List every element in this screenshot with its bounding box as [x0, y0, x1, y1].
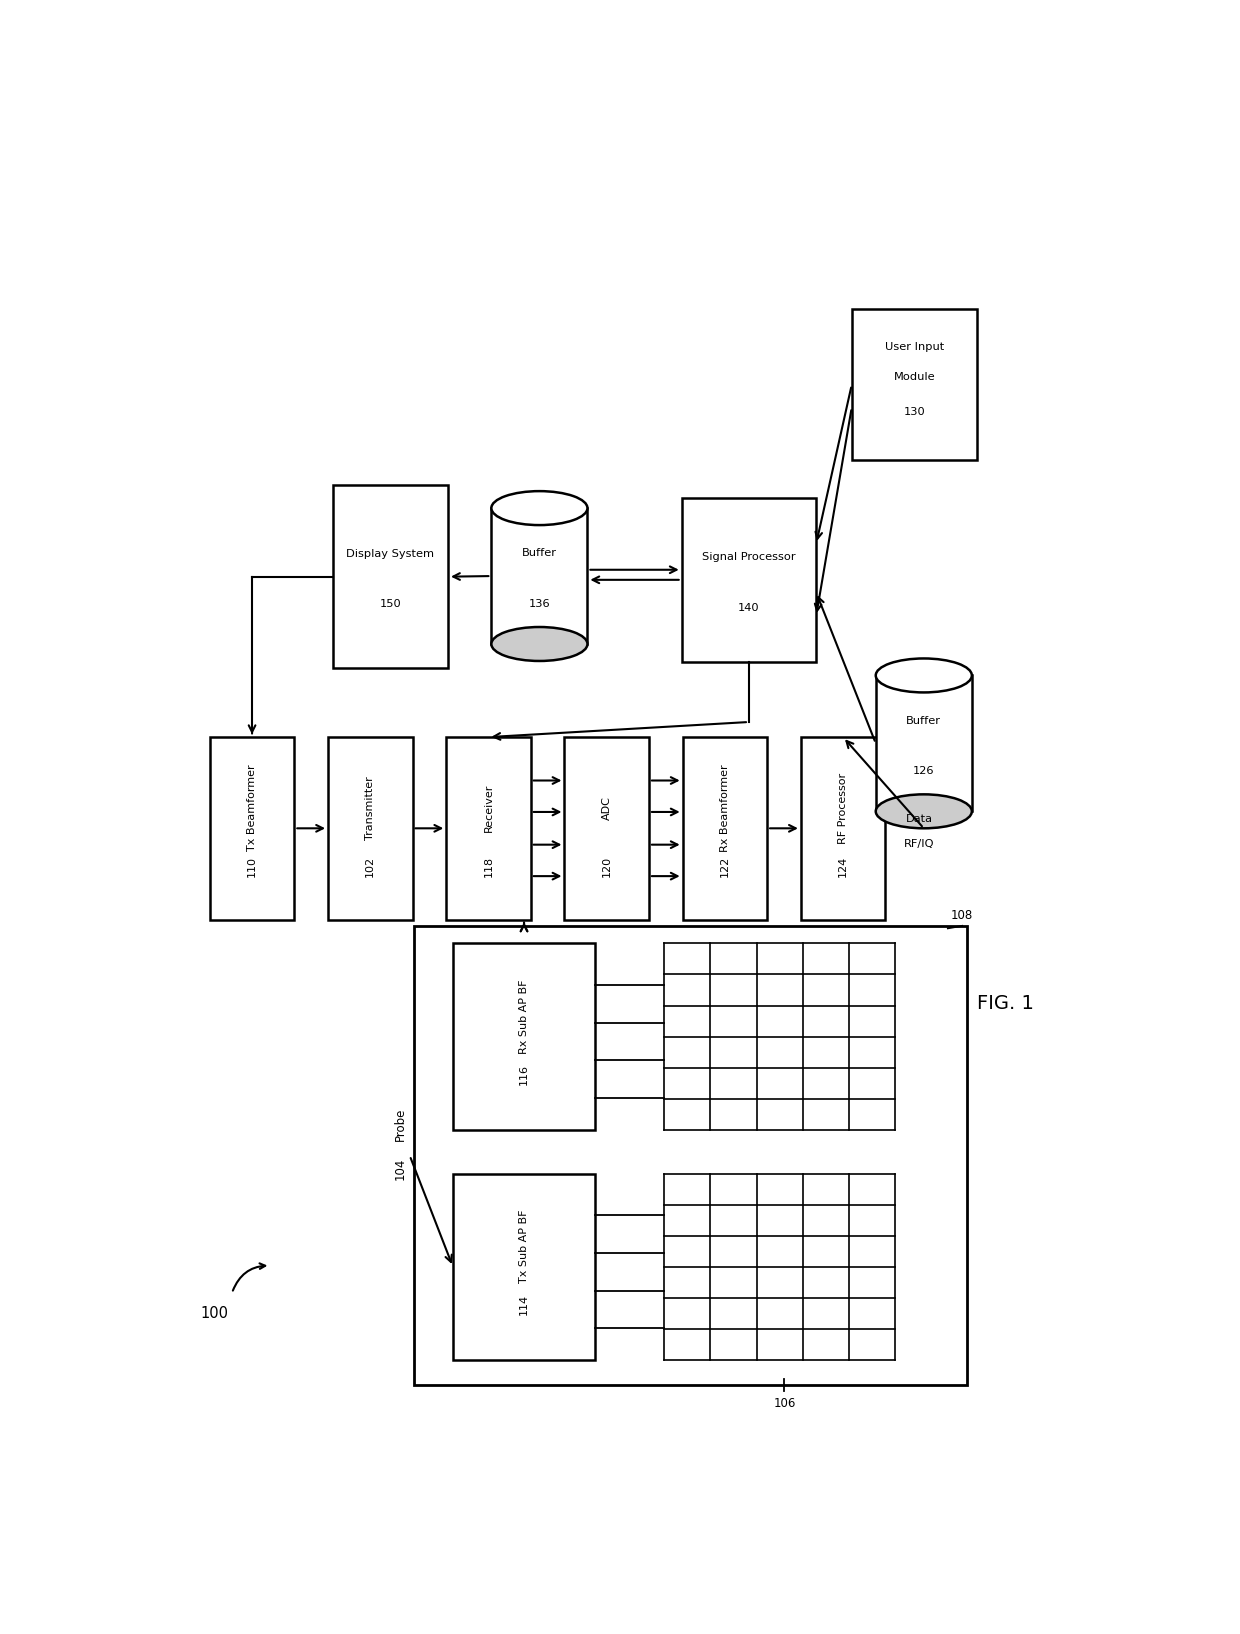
Text: Buffer: Buffer: [906, 716, 941, 725]
Text: 150: 150: [379, 600, 402, 609]
Text: Probe: Probe: [393, 1108, 407, 1141]
Text: 140: 140: [738, 603, 760, 613]
Text: 118: 118: [484, 856, 494, 876]
Text: 124: 124: [838, 856, 848, 877]
Text: 116: 116: [520, 1064, 529, 1085]
Ellipse shape: [491, 627, 588, 662]
Bar: [446, 737, 531, 920]
Text: Receiver: Receiver: [484, 784, 494, 832]
Text: Module: Module: [893, 373, 935, 382]
Text: 106: 106: [774, 1397, 796, 1410]
Text: Display System: Display System: [346, 549, 434, 559]
Text: User Input: User Input: [884, 342, 944, 351]
Bar: [875, 675, 972, 812]
Bar: [414, 926, 967, 1386]
Bar: [453, 943, 595, 1129]
Ellipse shape: [491, 492, 588, 525]
Text: 136: 136: [528, 598, 551, 609]
Text: 102: 102: [366, 856, 376, 876]
Text: Tx Beamformer: Tx Beamformer: [247, 765, 257, 851]
Text: Signal Processor: Signal Processor: [702, 552, 796, 562]
Bar: [327, 737, 413, 920]
Text: RF/IQ: RF/IQ: [904, 838, 934, 850]
Bar: [682, 498, 816, 662]
Text: Tx Sub AP BF: Tx Sub AP BF: [520, 1209, 529, 1283]
Text: Transmitter: Transmitter: [366, 776, 376, 840]
Text: 114: 114: [520, 1294, 529, 1315]
Text: 110: 110: [247, 856, 257, 876]
Bar: [801, 737, 885, 920]
Text: 126: 126: [913, 766, 935, 776]
Ellipse shape: [875, 794, 972, 828]
Text: ADC: ADC: [601, 796, 611, 820]
Text: Rx Beamformer: Rx Beamformer: [720, 765, 730, 851]
Bar: [852, 309, 977, 461]
Bar: [491, 508, 588, 644]
Text: Data: Data: [905, 814, 932, 824]
Bar: [453, 1173, 595, 1359]
Bar: [210, 737, 294, 920]
Ellipse shape: [875, 659, 972, 693]
Text: Buffer: Buffer: [522, 549, 557, 559]
Text: 100: 100: [201, 1306, 228, 1320]
Bar: [332, 485, 448, 668]
Bar: [564, 737, 649, 920]
Text: 104: 104: [393, 1157, 407, 1180]
Text: 120: 120: [601, 856, 611, 876]
Text: FIG. 1: FIG. 1: [977, 995, 1034, 1013]
Text: Rx Sub AP BF: Rx Sub AP BF: [520, 979, 529, 1054]
Text: RF Processor: RF Processor: [838, 773, 848, 843]
Text: 130: 130: [903, 407, 925, 417]
Bar: [682, 737, 768, 920]
Text: 122: 122: [720, 856, 730, 877]
Text: 108: 108: [951, 909, 973, 922]
